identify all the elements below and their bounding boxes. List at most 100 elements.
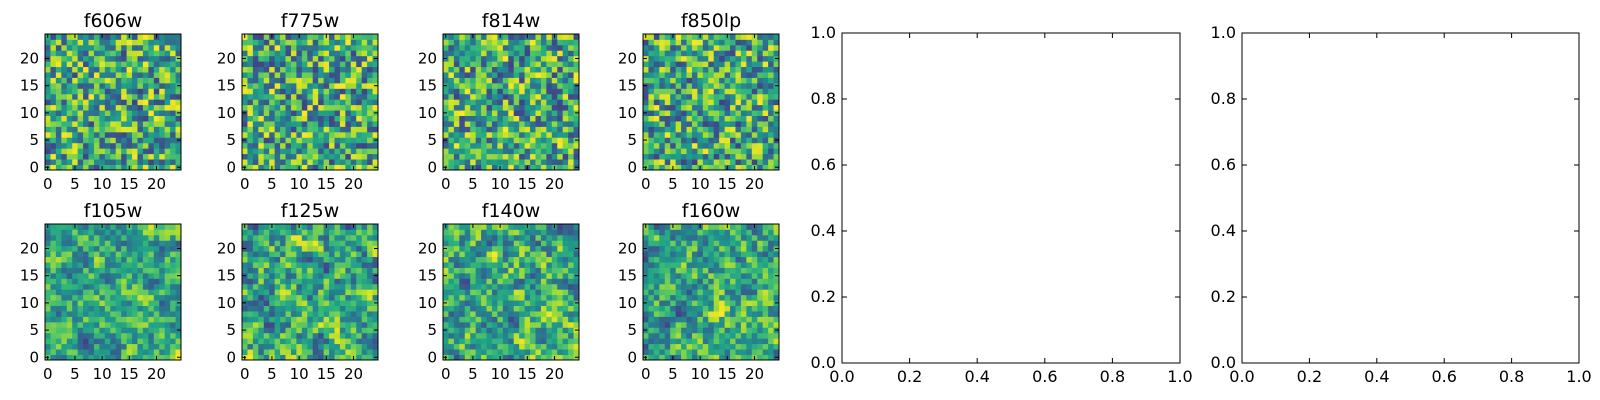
heatmap-cell <box>137 110 144 116</box>
heatmap-cell <box>372 61 379 68</box>
heatmap-cell <box>339 110 346 116</box>
heatmap-cell <box>339 34 346 40</box>
heatmap-cell <box>142 34 149 40</box>
heatmap-cell <box>762 159 769 165</box>
heatmap-cell <box>540 229 547 236</box>
heatmap-cell <box>762 332 769 339</box>
heatmap-cell <box>551 311 558 317</box>
heatmap-cell <box>307 283 314 290</box>
heatmap-cell <box>356 338 363 345</box>
heatmap-cell <box>546 164 553 171</box>
heatmap-cell <box>104 256 111 263</box>
heatmap-cell <box>323 321 330 328</box>
heatmap-cell <box>713 66 720 73</box>
heatmap-cell <box>757 159 764 165</box>
heatmap-cell <box>66 349 73 355</box>
chart-title: f606w <box>84 10 143 32</box>
heatmap-cell <box>562 115 569 122</box>
heatmap-cell <box>524 256 531 263</box>
heatmap-cell <box>159 311 166 317</box>
heatmap-cell <box>258 283 265 290</box>
heatmap-cell <box>356 294 363 301</box>
heatmap-cell <box>55 110 62 116</box>
axes-frame <box>44 223 182 361</box>
heatmap-cell <box>546 159 553 165</box>
heatmap-cell <box>50 316 57 323</box>
heatmap-cell <box>175 349 182 355</box>
heatmap-cell <box>252 267 259 274</box>
heatmap-cell <box>170 311 176 317</box>
heatmap-cell <box>546 99 553 106</box>
heatmap-cell <box>104 343 111 350</box>
heatmap-cell <box>648 34 655 40</box>
heatmap-cell <box>497 44 504 51</box>
heatmap-cell <box>307 289 314 296</box>
heatmap-cell <box>568 164 574 171</box>
heatmap-cell <box>345 39 352 46</box>
heatmap-cell <box>367 305 373 312</box>
heatmap-cell <box>312 110 319 116</box>
heatmap-cell <box>367 148 373 155</box>
heatmap-cell <box>562 332 569 339</box>
heatmap-cell <box>280 305 286 312</box>
heatmap-cell <box>263 104 270 111</box>
heatmap-cell <box>491 311 498 317</box>
heatmap-cell <box>93 354 100 361</box>
heatmap-cell <box>285 61 292 68</box>
heatmap-cell <box>296 142 303 149</box>
heatmap-cell <box>361 104 368 111</box>
heatmap-cell <box>475 77 482 84</box>
heatmap-cell <box>323 39 330 46</box>
heatmap-cell <box>164 137 171 144</box>
heatmap-cell <box>670 289 677 296</box>
heatmap-cell <box>524 278 531 285</box>
heatmap-cell <box>497 115 504 122</box>
heatmap-cell <box>481 50 487 57</box>
heatmap-cell <box>540 234 547 241</box>
heatmap-cell <box>263 115 270 122</box>
heatmap-cell <box>535 256 542 263</box>
heatmap-cell <box>290 316 297 323</box>
heatmap-cell <box>329 82 335 89</box>
heatmap-cell <box>329 88 335 95</box>
heatmap-cell <box>535 234 542 241</box>
heatmap-cell <box>719 115 725 122</box>
heatmap-cell <box>175 332 182 339</box>
heatmap-cell <box>66 267 73 274</box>
heatmap-cell <box>137 245 144 252</box>
heatmap-cell <box>153 82 160 89</box>
heatmap-cell <box>148 278 155 285</box>
heatmap-cell <box>55 267 62 274</box>
heatmap-cell <box>66 55 73 62</box>
heatmap-cell <box>670 343 677 350</box>
heatmap-cell <box>99 72 106 78</box>
x-tick-label: 20 <box>545 365 564 383</box>
heatmap-cell <box>453 148 460 155</box>
heatmap-cell <box>247 39 254 46</box>
heatmap-cell <box>675 327 682 334</box>
heatmap-cell <box>659 44 666 51</box>
heatmap-cell <box>524 245 531 252</box>
heatmap-cell <box>702 121 709 127</box>
heatmap-cell <box>653 327 660 334</box>
heatmap-cell <box>296 321 303 328</box>
heatmap-cell <box>329 61 335 68</box>
heatmap-cell <box>339 61 346 68</box>
heatmap-cell <box>350 72 357 78</box>
heatmap-cell <box>285 256 292 263</box>
heatmap-cell <box>252 142 259 149</box>
heatmap-cell <box>318 34 324 40</box>
heatmap-cell <box>773 142 780 149</box>
heatmap-cell <box>175 267 182 274</box>
heatmap-cell <box>296 300 303 306</box>
heatmap-cell <box>280 110 286 116</box>
heatmap-cell <box>361 137 368 144</box>
heatmap-cell <box>459 240 466 247</box>
heatmap-cell <box>72 72 79 78</box>
heatmap-cells <box>242 34 379 171</box>
heatmap-cell <box>83 153 89 160</box>
heatmap-cell <box>464 39 471 46</box>
heatmap-cell <box>121 321 127 328</box>
heatmap-cell <box>675 311 682 317</box>
heatmap-cell <box>126 343 133 350</box>
